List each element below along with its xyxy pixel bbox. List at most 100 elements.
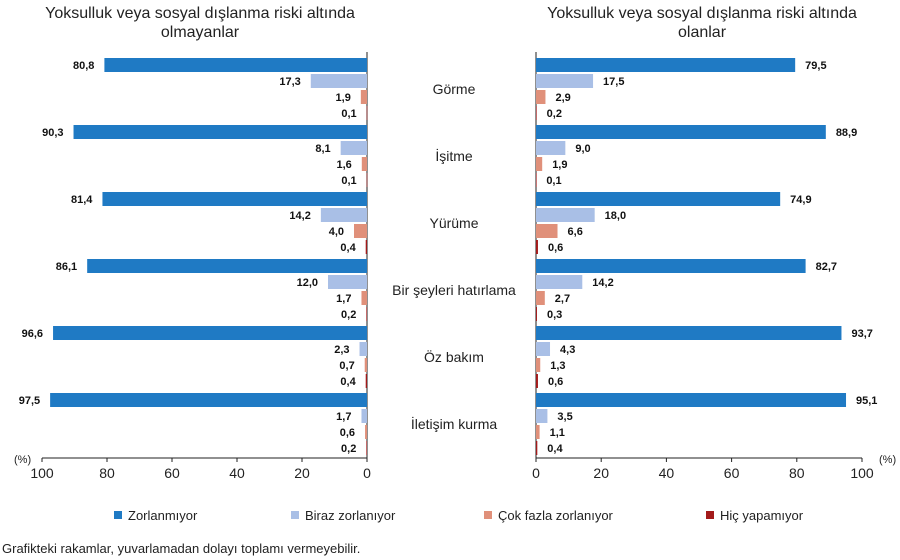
left-data-label: 0,2 xyxy=(341,443,356,455)
left-axis-unit: (%) xyxy=(14,454,31,466)
right-data-label: 4,3 xyxy=(560,344,575,356)
left-bar xyxy=(365,374,367,388)
left-bar xyxy=(87,259,368,273)
category-label: Yürüme xyxy=(429,215,478,231)
right-data-label: 9,0 xyxy=(575,143,590,155)
footnote: Grafikteki rakamlar, yuvarlamadan dolayı… xyxy=(2,541,360,556)
right-tick-label: 0 xyxy=(532,465,540,481)
right-data-label: 0,6 xyxy=(548,376,563,388)
right-tick-label: 60 xyxy=(724,465,740,481)
right-bar xyxy=(536,58,796,72)
right-tick-label: 40 xyxy=(659,465,675,481)
right-data-label: 0,4 xyxy=(547,443,563,455)
left-bar xyxy=(364,358,367,372)
left-tick-label: 80 xyxy=(99,465,115,481)
left-data-label: 2,3 xyxy=(334,344,349,356)
left-bar xyxy=(104,58,368,72)
right-bar xyxy=(536,259,806,273)
left-data-label: 0,1 xyxy=(341,175,356,187)
left-data-label: 12,0 xyxy=(297,277,318,289)
right-data-label: 14,2 xyxy=(592,277,613,289)
left-data-label: 0,7 xyxy=(339,360,354,372)
left-bar xyxy=(53,326,368,340)
left-bar xyxy=(50,393,367,407)
left-bar xyxy=(73,125,368,139)
left-bar xyxy=(366,441,367,455)
right-bar xyxy=(536,74,594,88)
right-data-label: 1,9 xyxy=(552,159,567,171)
left-data-label: 1,7 xyxy=(336,411,351,423)
left-bar xyxy=(310,74,367,88)
left-bar xyxy=(340,141,367,155)
right-bar xyxy=(536,374,538,388)
right-bar xyxy=(536,224,558,238)
right-data-label: 17,5 xyxy=(603,76,624,88)
right-bar xyxy=(536,358,541,372)
left-bar xyxy=(365,425,367,439)
right-bar xyxy=(536,208,595,222)
category-label: İletişim kurma xyxy=(411,415,498,432)
left-bar xyxy=(320,208,367,222)
left-bar xyxy=(102,192,367,206)
left-data-label: 14,2 xyxy=(289,210,310,222)
right-panel-title-line1: Yoksulluk veya sosyal dışlanma riski alt… xyxy=(547,5,857,22)
left-bar xyxy=(360,90,367,104)
category-label: İşitme xyxy=(435,147,473,164)
left-bar xyxy=(328,275,367,289)
right-data-label: 0,1 xyxy=(546,175,561,187)
right-bar xyxy=(536,240,538,254)
right-bar xyxy=(536,409,548,423)
legend-swatch xyxy=(114,511,122,519)
right-data-label: 18,0 xyxy=(605,210,626,222)
right-axis-unit: (%) xyxy=(879,454,896,466)
right-data-label: 0,3 xyxy=(547,309,562,321)
right-data-label: 95,1 xyxy=(856,395,877,407)
right-data-label: 1,3 xyxy=(550,360,565,372)
right-bar xyxy=(536,307,537,321)
left-bar xyxy=(366,307,367,321)
right-panel-title-line2: olanlar xyxy=(678,24,727,41)
left-bar xyxy=(361,409,367,423)
legend-label: Çok fazla zorlanıyor xyxy=(498,508,614,523)
left-bar xyxy=(366,106,368,120)
right-bar xyxy=(536,441,538,455)
right-bar xyxy=(536,342,551,356)
legend-label: Zorlanmıyor xyxy=(128,508,198,523)
right-data-label: 79,5 xyxy=(805,60,826,72)
right-bar xyxy=(536,90,546,104)
left-bar xyxy=(361,157,367,171)
right-data-label: 0,2 xyxy=(547,108,562,120)
category-label: Bir şeyleri hatırlama xyxy=(392,282,516,298)
left-tick-label: 0 xyxy=(363,465,371,481)
right-bar xyxy=(536,157,543,171)
right-bar xyxy=(536,425,540,439)
right-bar xyxy=(536,326,842,340)
right-tick-label: 20 xyxy=(593,465,609,481)
left-bar xyxy=(354,224,367,238)
right-tick-label: 100 xyxy=(850,465,874,481)
right-bar xyxy=(536,141,566,155)
left-panel-title-line2: olmayanlar xyxy=(161,24,240,41)
legend-label: Biraz zorlanıyor xyxy=(305,508,396,523)
right-data-label: 3,5 xyxy=(557,411,572,423)
right-data-label: 0,6 xyxy=(548,242,563,254)
left-bar xyxy=(366,173,368,187)
left-data-label: 1,7 xyxy=(336,293,351,305)
category-label: Görme xyxy=(433,81,476,97)
right-bar xyxy=(536,291,545,305)
category-label: Öz bakım xyxy=(424,348,484,365)
right-bar xyxy=(536,275,583,289)
right-data-label: 6,6 xyxy=(568,226,583,238)
left-data-label: 0,2 xyxy=(341,309,356,321)
right-bar xyxy=(536,173,537,187)
left-bar xyxy=(365,240,367,254)
right-data-label: 2,9 xyxy=(555,92,570,104)
left-data-label: 4,0 xyxy=(329,226,344,238)
left-data-label: 81,4 xyxy=(71,194,93,206)
right-data-label: 1,1 xyxy=(550,427,565,439)
right-bar xyxy=(536,192,781,206)
right-data-label: 74,9 xyxy=(790,194,811,206)
plot-area: 100 80 60 40 20 0 80,8 17,3 1,9 0,1 90,3 8,1 1,6 0,1 8… xyxy=(19,52,877,523)
left-bar xyxy=(361,291,367,305)
